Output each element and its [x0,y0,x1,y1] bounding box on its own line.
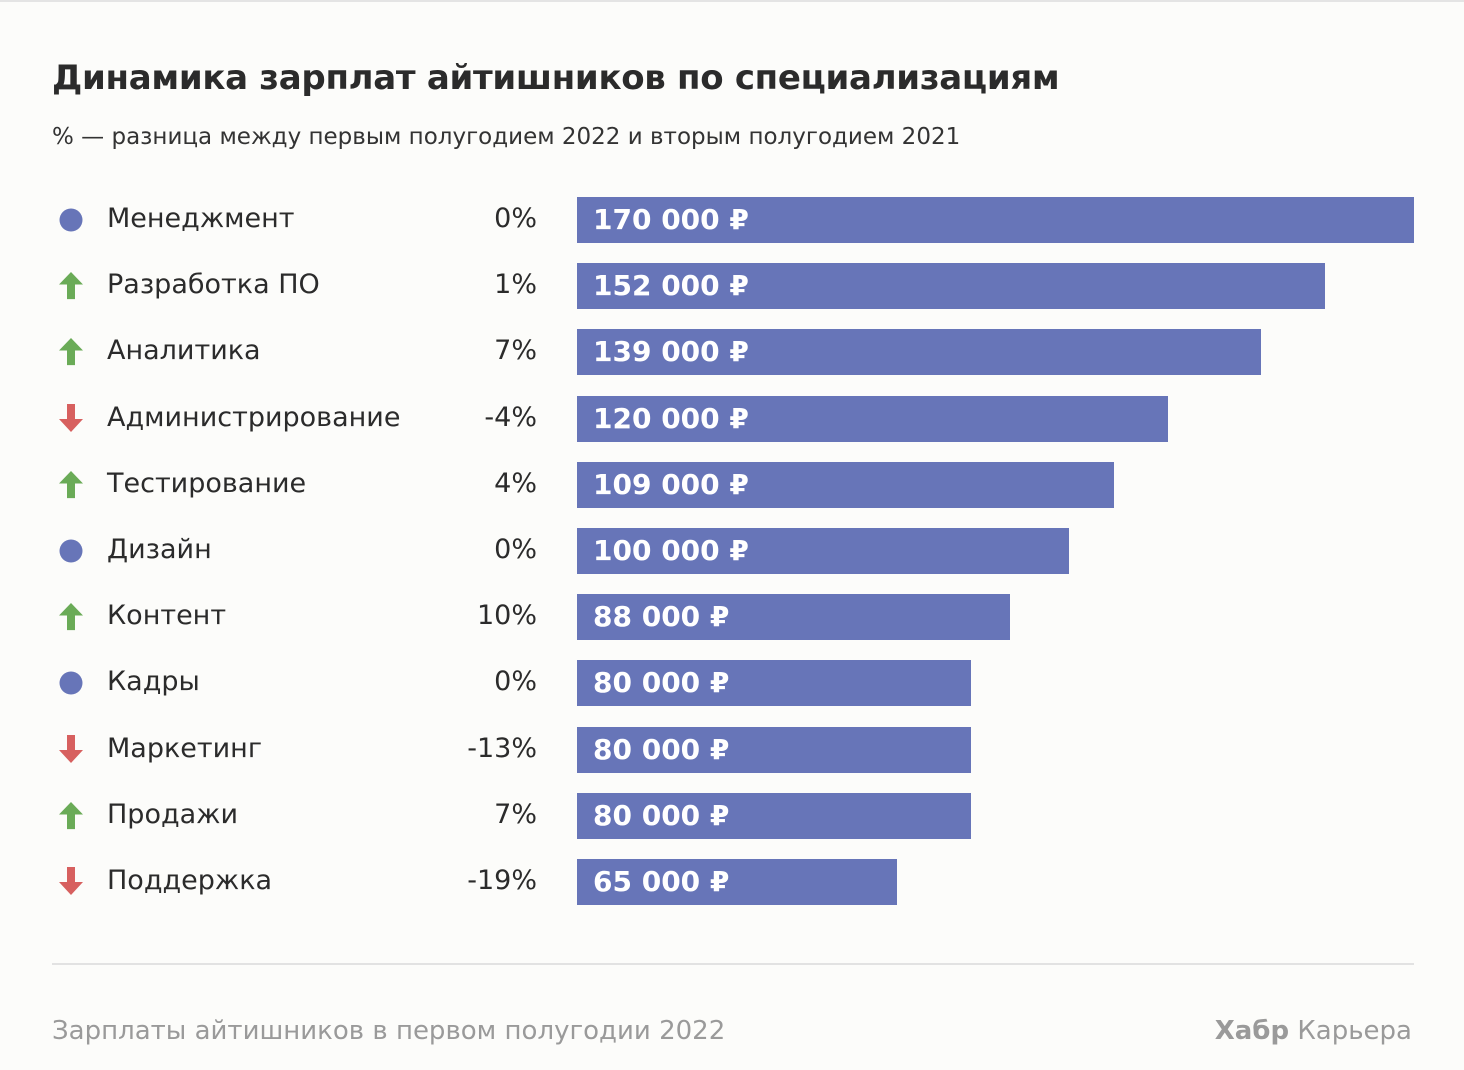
bar [577,329,1262,376]
change-label: 4% [494,467,537,499]
value-label: 80 000 ₽ [593,798,730,832]
value-label: 170 000 ₽ [593,203,749,236]
change-label: -13% [467,732,537,764]
change-label: 7% [494,798,537,830]
trend-down-icon [56,867,86,897]
category-label: Дизайн [107,534,212,565]
bar [577,263,1326,310]
brand-rest: Карьера [1289,1016,1412,1046]
category-label: Продажи [107,798,239,830]
trend-up-icon [56,470,86,500]
bar [577,528,1070,574]
value-label: 65 000 ₽ [593,865,730,898]
top-border [0,0,1464,2]
change-label: 10% [476,600,537,632]
bar-row: Тестирование 4% 109 000 ₽ [0,461,1464,508]
bar-row: Администрирование -4% 120 000 ₽ [0,395,1464,442]
bar-row: Кадры 0% 80 000 ₽ [0,660,1464,707]
divider [52,963,1414,965]
chart-subtitle: % — разница между первым полугодием 2022… [52,124,961,150]
bar-row: Менеджмент 0% 170 000 ₽ [0,197,1464,243]
change-label: 1% [494,269,537,301]
footer-caption: Зарплаты айтишников в первом полугодии 2… [52,1016,726,1046]
change-label: 0% [494,534,537,565]
bar [577,859,898,905]
category-label: Поддержка [107,865,273,896]
trend-flat-icon [56,205,86,235]
trend-flat-icon [56,536,86,566]
value-label: 109 000 ₽ [593,467,749,501]
category-label: Тестирование [107,467,307,499]
change-label: 0% [494,666,537,698]
bar [577,792,971,839]
bar [577,395,1168,442]
category-label: Кадры [107,666,200,698]
category-label: Маркетинг [107,732,263,764]
change-label: -4% [484,401,537,433]
value-label: 80 000 ₽ [593,666,730,700]
trend-up-icon [56,271,86,301]
trend-down-icon [56,403,86,434]
change-label: 7% [494,335,537,367]
chart-title: Динамика зарплат айтишников по специализ… [52,58,1060,98]
bar [577,197,1414,243]
value-label: 152 000 ₽ [593,269,749,303]
change-label: -19% [467,865,537,896]
bar [577,461,1114,508]
brand-logo: Хабр Карьера [1215,1016,1412,1046]
trend-down-icon [56,734,86,765]
bar-row: Аналитика 7% 139 000 ₽ [0,329,1464,376]
value-label: 80 000 ₽ [593,732,730,766]
trend-flat-icon [56,668,86,698]
category-label: Администрирование [107,401,401,433]
change-label: 0% [494,203,537,234]
trend-up-icon [56,602,86,632]
bar-row: Дизайн 0% 100 000 ₽ [0,528,1464,574]
bar [577,594,1011,641]
value-label: 139 000 ₽ [593,335,749,369]
bar [577,660,971,707]
bar-row: Продажи 7% 80 000 ₽ [0,792,1464,839]
category-label: Разработка ПО [107,269,320,301]
bar-row: Поддержка -19% 65 000 ₽ [0,859,1464,905]
value-label: 100 000 ₽ [593,534,749,567]
brand-bold: Хабр [1214,1016,1290,1046]
trend-up-icon [56,801,86,831]
category-label: Контент [107,600,227,632]
category-label: Менеджмент [107,203,295,234]
bar-row: Разработка ПО 1% 152 000 ₽ [0,263,1464,310]
trend-up-icon [56,337,86,367]
bar [577,726,971,773]
category-label: Аналитика [107,335,261,367]
bar-row: Контент 10% 88 000 ₽ [0,594,1464,641]
value-label: 120 000 ₽ [593,401,749,435]
value-label: 88 000 ₽ [593,600,730,634]
bar-row: Маркетинг -13% 80 000 ₽ [0,726,1464,773]
